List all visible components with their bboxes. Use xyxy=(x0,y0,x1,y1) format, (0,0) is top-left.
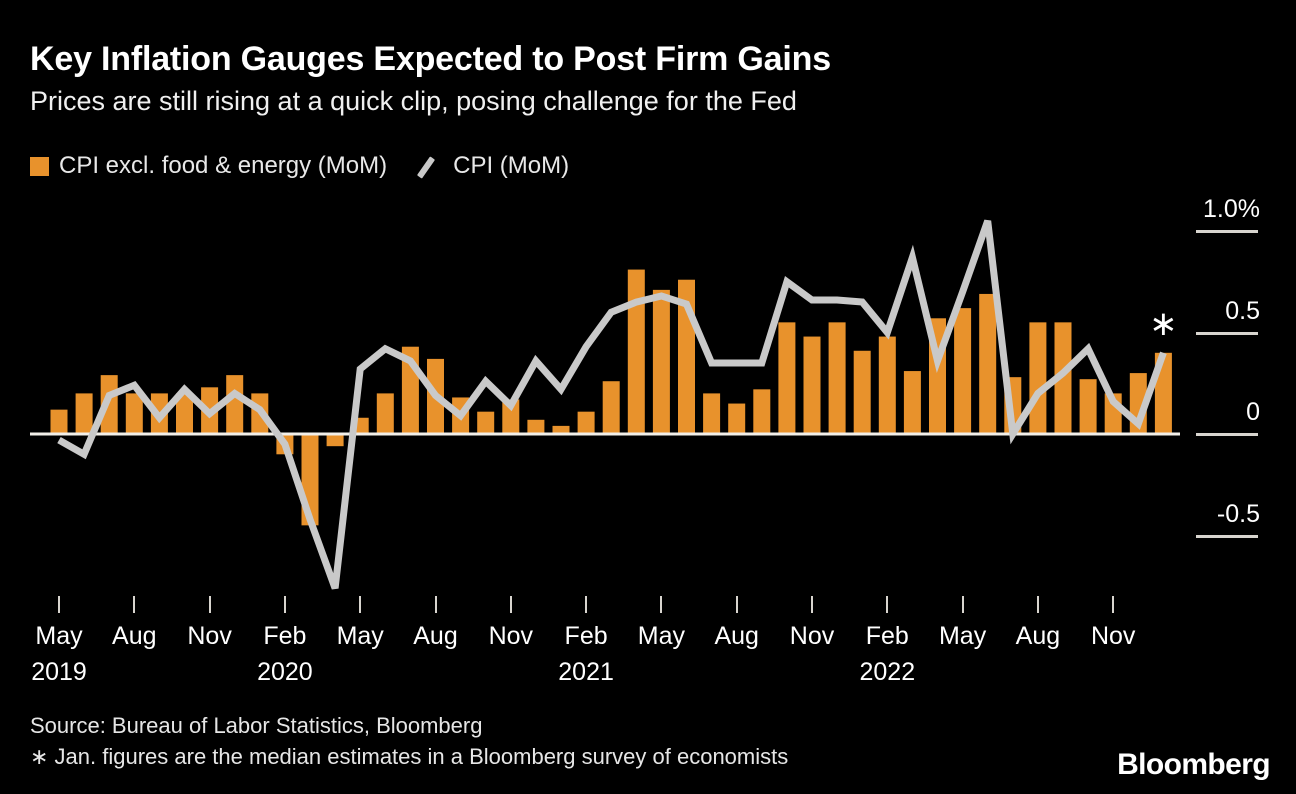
bar xyxy=(878,336,896,434)
bar xyxy=(903,371,921,434)
x-axis-tick xyxy=(961,596,964,613)
x-axis-label: Aug xyxy=(413,622,458,650)
x-axis-label: Aug xyxy=(714,622,759,650)
y-axis-label: -0.5 xyxy=(1216,499,1260,528)
x-axis-tick xyxy=(359,596,362,613)
bloomberg-logo: Bloomberg xyxy=(1117,748,1271,781)
source-line: Source: Bureau of Labor Statistics, Bloo… xyxy=(30,713,483,738)
x-axis-tick xyxy=(208,596,211,613)
y-axis-tick xyxy=(1196,331,1258,335)
bar xyxy=(125,393,143,434)
x-axis-label: Nov xyxy=(789,622,835,650)
y-axis-label: 0.5 xyxy=(1225,296,1260,325)
y-axis-tick xyxy=(1196,230,1258,233)
bar xyxy=(527,419,545,434)
x-axis-label: Aug xyxy=(112,622,157,650)
x-axis-label: Feb xyxy=(263,622,307,650)
legend-bar-swatch-icon xyxy=(30,156,49,176)
x-axis-year-label: 2022 xyxy=(859,658,916,686)
bar xyxy=(552,425,570,434)
bar xyxy=(627,269,645,434)
x-axis-label: Feb xyxy=(865,622,909,650)
bar xyxy=(979,293,997,434)
x-axis-label: Nov xyxy=(488,622,534,650)
estimate-asterisk: ∗ xyxy=(1149,305,1178,343)
x-axis-tick xyxy=(1112,596,1115,613)
x-axis-tick xyxy=(58,596,60,613)
bar xyxy=(652,289,670,434)
bar xyxy=(1029,322,1047,434)
x-axis-year-label: 2019 xyxy=(31,658,87,686)
bar xyxy=(502,399,520,434)
chart-x-axis: May 2019 Aug Nov Feb 2020 May Aug Nov Feb 2021 May A… xyxy=(0,596,1296,696)
y-axis-label: 0 xyxy=(1246,398,1260,426)
x-axis-tick xyxy=(509,596,512,613)
cpi-line xyxy=(57,219,1167,590)
x-axis-tick xyxy=(133,596,136,613)
page-subtitle: Prices are still rising at a quick clip,… xyxy=(30,86,797,116)
x-axis-label: Nov xyxy=(1090,622,1136,650)
x-axis-label: Aug xyxy=(1015,622,1061,650)
bar xyxy=(954,308,972,434)
bar xyxy=(828,322,846,434)
x-axis-label: May xyxy=(637,622,686,650)
x-axis-tick xyxy=(811,596,813,613)
bar xyxy=(803,336,821,434)
x-axis-tick xyxy=(735,596,738,613)
chart-footer: Source: Bureau of Labor Statistics, Bloo… xyxy=(30,710,788,772)
y-axis-tick xyxy=(1196,433,1258,436)
bar xyxy=(853,350,871,434)
bar xyxy=(50,409,68,434)
x-axis-tick xyxy=(1036,596,1039,613)
x-axis-tick xyxy=(283,596,286,613)
x-axis-label: May xyxy=(35,622,83,650)
bar xyxy=(226,375,244,434)
footnote-line: ∗ Jan. figures are the median estimates … xyxy=(30,744,789,770)
x-axis-year-label: 2021 xyxy=(558,658,614,686)
x-axis-year-label: 2020 xyxy=(257,658,313,686)
y-axis-tick xyxy=(1196,534,1258,538)
legend-bar-label: CPI excl. food & energy (MoM) xyxy=(59,152,388,179)
bar xyxy=(703,393,721,434)
bar xyxy=(477,411,495,434)
bar xyxy=(100,375,118,434)
bar xyxy=(376,393,394,434)
x-axis-tick xyxy=(434,596,437,613)
zero-axis-line xyxy=(30,432,1180,436)
chart-legend: CPI excl. food & energy (MoM) CPI (MoM) xyxy=(30,152,569,180)
page-title: Key Inflation Gauges Expected to Post Fi… xyxy=(30,40,831,78)
x-axis-label: Feb xyxy=(564,622,608,650)
x-axis-tick xyxy=(585,596,588,613)
x-axis-tick xyxy=(660,596,663,613)
bar xyxy=(176,393,193,434)
legend-line-label: CPI (MoM) xyxy=(453,152,570,179)
bar xyxy=(778,322,796,434)
x-axis-tick xyxy=(886,596,889,613)
legend-line-swatch-icon xyxy=(417,155,443,179)
bar xyxy=(326,434,344,447)
bar xyxy=(1079,379,1097,434)
x-axis-label: Nov xyxy=(187,622,232,650)
y-axis-label: 1.0% xyxy=(1203,195,1260,223)
bar xyxy=(753,389,771,434)
bar xyxy=(1054,322,1072,434)
bar xyxy=(728,403,746,434)
chart-plot-area: ∗ xyxy=(30,219,1180,590)
bar xyxy=(602,381,620,434)
x-axis-label: May xyxy=(336,622,384,650)
x-axis-label: May xyxy=(938,622,987,650)
bar xyxy=(577,411,595,434)
bar xyxy=(75,393,93,434)
